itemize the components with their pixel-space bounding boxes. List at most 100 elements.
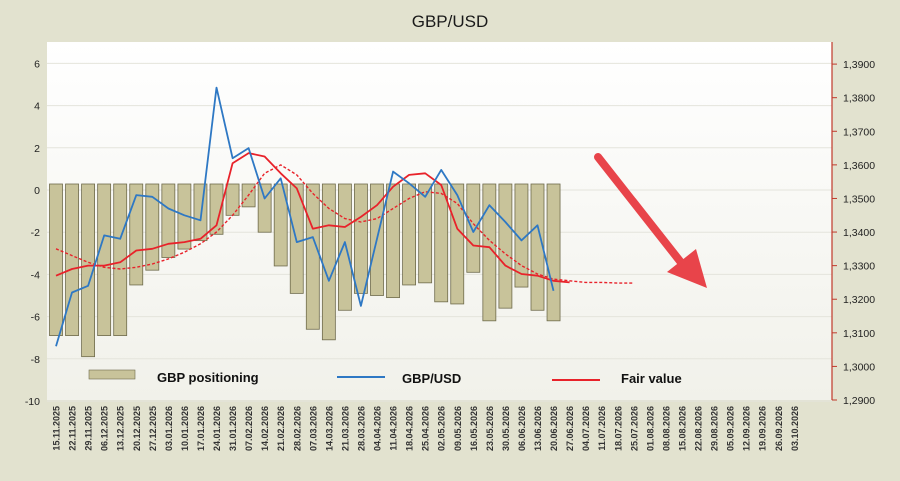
x-tick-label: 15.08.2026 — [677, 406, 687, 451]
x-tick-label: 21.02.2026 — [276, 406, 286, 451]
x-tick-label: 02.05.2026 — [437, 406, 447, 451]
x-tick-label: 16.05.2026 — [469, 406, 479, 451]
x-tick-label: 31.01.2026 — [228, 406, 238, 451]
positioning-bar — [466, 183, 481, 273]
x-tick-label: 06.06.2026 — [517, 406, 527, 451]
positioning-bar — [129, 183, 144, 286]
x-tick-label: 06.12.2025 — [100, 406, 110, 451]
x-tick-label: 28.02.2026 — [292, 406, 302, 451]
positioning-bar — [337, 183, 352, 311]
x-tick-label: 26.09.2026 — [774, 406, 784, 451]
fair-value-forecast-line — [55, 164, 634, 284]
positioning-bar — [257, 183, 272, 233]
x-tick-label: 20.06.2026 — [549, 406, 559, 451]
downtrend-arrow-shaft — [594, 153, 687, 269]
positioning-bar — [161, 183, 176, 258]
positioning-bar — [530, 183, 545, 311]
legend-label-fair-value: Fair value — [621, 371, 682, 386]
x-tick-label: 10.01.2026 — [180, 406, 190, 451]
right-tick-label: 1,3400 — [843, 227, 875, 239]
x-tick-label: 19.09.2026 — [758, 406, 768, 451]
x-tick-label: 15.11.2025 — [52, 406, 62, 451]
positioning-bar — [113, 183, 128, 336]
x-tick-label: 14.02.2026 — [260, 406, 270, 451]
positioning-bar — [321, 183, 336, 341]
legend-swatch-positioning — [88, 369, 136, 380]
positioning-bar — [193, 183, 208, 242]
left-tick-label: -10 — [25, 396, 40, 408]
positioning-bar — [65, 183, 79, 336]
positioning-bar — [418, 183, 433, 284]
left-tick-label: 0 — [34, 185, 40, 197]
positioning-bar — [498, 183, 513, 309]
x-tick-label: 20.12.2025 — [132, 406, 142, 451]
positioning-bar — [81, 183, 95, 358]
x-tick-label: 18.07.2026 — [613, 406, 623, 451]
right-tick-label: 1,2900 — [843, 395, 875, 407]
x-tick-label: 07.03.2026 — [308, 406, 318, 451]
downtrend-arrow-head — [667, 249, 707, 288]
x-tick-label: 28.03.2026 — [356, 406, 366, 451]
left-tick-label: 4 — [34, 101, 40, 113]
x-tick-label: 22.08.2026 — [694, 406, 704, 451]
x-tick-label: 14.03.2026 — [324, 406, 334, 451]
positioning-bar — [273, 183, 288, 267]
positioning-bar — [386, 183, 400, 299]
right-tick-label: 1,3800 — [843, 93, 875, 105]
right-tick-label: 1,3300 — [843, 261, 875, 273]
positioning-bar — [546, 183, 561, 322]
x-tick-label: 29.08.2026 — [710, 406, 720, 451]
legend-label-gbpusd: GBP/USD — [402, 371, 461, 386]
x-tick-label: 03.10.2026 — [790, 406, 800, 451]
right-tick-label: 1,3900 — [843, 59, 875, 71]
positioning-bar — [434, 183, 449, 303]
right-tick-label: 1,3700 — [843, 126, 875, 138]
positioning-bar — [305, 183, 320, 330]
x-tick-label: 25.07.2026 — [629, 406, 639, 451]
right-tick-label: 1,3000 — [843, 361, 875, 373]
left-tick-label: -8 — [31, 354, 40, 366]
x-tick-label: 18.04.2026 — [405, 406, 415, 451]
positioning-bar — [354, 183, 368, 294]
x-tick-label: 23.05.2026 — [485, 406, 495, 451]
x-tick-label: 29.11.2025 — [84, 406, 94, 451]
x-tick-label: 17.01.2026 — [196, 406, 206, 451]
chart-title: GBP/USD — [412, 12, 489, 31]
positioning-bar — [482, 183, 497, 322]
positioning-bar — [97, 183, 112, 336]
x-tick-label: 08.08.2026 — [661, 406, 671, 451]
x-tick-label: 04.04.2026 — [373, 406, 383, 451]
x-tick-label: 25.04.2026 — [421, 406, 431, 451]
positioning-bar — [209, 183, 224, 235]
x-tick-label: 27.12.2025 — [148, 406, 158, 451]
fair-value-line — [55, 152, 570, 284]
x-tick-label: 13.12.2025 — [116, 406, 126, 451]
right-tick-label: 1,3200 — [843, 294, 875, 306]
x-tick-label: 30.05.2026 — [501, 406, 511, 451]
x-tick-label: 07.02.2026 — [244, 406, 254, 451]
x-tick-label: 01.08.2026 — [645, 406, 655, 451]
positioning-bar — [49, 183, 63, 336]
left-tick-label: -4 — [31, 269, 40, 281]
x-tick-label: 05.09.2026 — [726, 406, 736, 451]
left-tick-label: -6 — [31, 312, 40, 324]
right-tick-label: 1,3500 — [843, 193, 875, 205]
x-tick-label: 12.09.2026 — [742, 406, 752, 451]
x-tick-label: 11.04.2026 — [389, 406, 399, 451]
x-tick-label: 13.06.2026 — [533, 406, 543, 451]
x-tick-label: 09.05.2026 — [453, 406, 463, 451]
gbpusd-line — [55, 86, 555, 347]
left-tick-label: 2 — [34, 143, 40, 155]
legend-label-positioning: GBP positioning — [157, 370, 259, 385]
x-tick-label: 04.07.2026 — [581, 406, 591, 451]
x-tick-label: 03.01.2026 — [164, 406, 174, 451]
right-tick-label: 1,3600 — [843, 160, 875, 172]
x-tick-label: 21.03.2026 — [340, 406, 350, 451]
x-tick-label: 22.11.2025 — [68, 406, 78, 451]
x-tick-label: 27.06.2026 — [565, 406, 575, 451]
x-tick-label: 24.01.2026 — [212, 406, 222, 451]
left-tick-label: -2 — [31, 227, 40, 239]
left-tick-label: 6 — [34, 58, 40, 70]
